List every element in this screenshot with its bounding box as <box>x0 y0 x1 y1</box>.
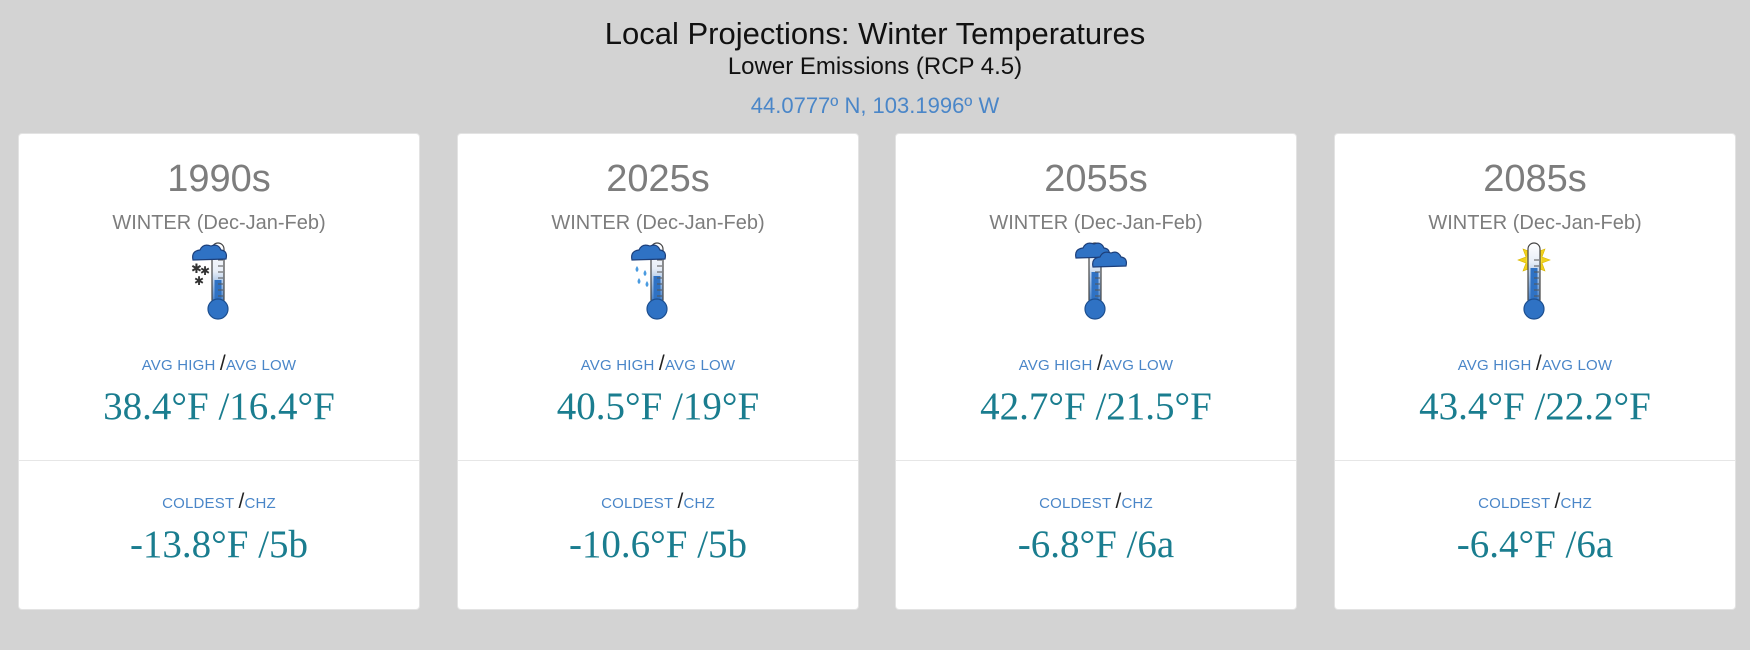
thermometer-cloud-rain-icon <box>608 240 708 320</box>
avg-temps-value: 42.7°F /21.5°F <box>980 385 1212 428</box>
page-subtitle: Lower Emissions (RCP 4.5) <box>727 53 1023 80</box>
separator: / <box>1096 352 1103 375</box>
avg-low-label: AVG LOW <box>1102 357 1174 374</box>
avg-labels: AVG HIGH /AVG LOW <box>1335 352 1735 376</box>
coldest-value: -10.6°F /5b <box>568 523 748 566</box>
chz-label: CHZ <box>683 495 715 512</box>
avg-labels: AVG HIGH /AVG LOW <box>896 352 1296 376</box>
card-divider <box>896 460 1296 461</box>
avg-high-label: AVG HIGH <box>1018 357 1093 374</box>
avg-high-label: AVG HIGH <box>1457 357 1532 374</box>
coldest-value: -6.4°F /6a <box>1456 523 1614 566</box>
avg-low-label: AVG LOW <box>1541 357 1613 374</box>
avg-labels: AVG HIGH /AVG LOW <box>19 352 419 376</box>
season-label: WINTER (Dec-Jan-Feb) <box>112 212 326 234</box>
projection-card-2025s: 2025s WINTER (Dec-Jan-Feb) <box>457 133 859 610</box>
coldest-labels: COLDEST /CHZ <box>1335 490 1735 514</box>
separator: / <box>219 352 226 375</box>
svg-text:✱: ✱ <box>194 274 204 288</box>
avg-high-label: AVG HIGH <box>580 357 655 374</box>
coldest-label: COLDEST <box>1039 495 1112 512</box>
projection-cards: 1990s WINTER (Dec-Jan-Feb) <box>18 133 1736 610</box>
avg-temps-value: 43.4°F /22.2°F <box>1419 385 1651 428</box>
coldest-labels: COLDEST /CHZ <box>19 490 419 514</box>
separator: / <box>1535 352 1542 375</box>
season-label: WINTER (Dec-Jan-Feb) <box>989 212 1203 234</box>
svg-text:✱: ✱ <box>191 262 202 277</box>
thermometer-sun-icon <box>1485 240 1585 320</box>
avg-low-label: AVG LOW <box>225 357 297 374</box>
coldest-labels: COLDEST /CHZ <box>896 490 1296 514</box>
chz-label: CHZ <box>1121 495 1153 512</box>
projection-card-2085s: 2085s WINTER (Dec-Jan-Feb) <box>1334 133 1736 610</box>
coldest-label: COLDEST <box>601 495 674 512</box>
separator: / <box>238 490 245 513</box>
avg-high-label: AVG HIGH <box>141 357 216 374</box>
coldest-labels: COLDEST /CHZ <box>458 490 858 514</box>
chz-label: CHZ <box>1560 495 1592 512</box>
coldest-value: -6.8°F /6a <box>1017 523 1175 566</box>
thermometer-clouds-icon <box>1046 240 1146 320</box>
decade-title: 2085s <box>1483 158 1587 200</box>
avg-low-label: AVG LOW <box>664 357 736 374</box>
card-divider <box>1335 460 1735 461</box>
coldest-label: COLDEST <box>162 495 235 512</box>
decade-title: 2025s <box>606 158 710 200</box>
decade-title: 2055s <box>1044 158 1148 200</box>
chz-label: CHZ <box>244 495 276 512</box>
separator: / <box>1115 490 1122 513</box>
avg-labels: AVG HIGH /AVG LOW <box>458 352 858 376</box>
season-label: WINTER (Dec-Jan-Feb) <box>551 212 765 234</box>
coldest-value: -13.8°F /5b <box>129 523 309 566</box>
season-label: WINTER (Dec-Jan-Feb) <box>1428 212 1642 234</box>
projection-card-2055s: 2055s WINTER (Dec-Jan-Feb) <box>895 133 1297 610</box>
page-title: Local Projections: Winter Temperatures <box>604 16 1146 51</box>
location-coordinates: 44.0777º N, 103.1996º W <box>750 93 1000 118</box>
thermometer-cloud-snow-icon: ✱ ✱ ✱ <box>169 240 269 320</box>
projection-card-1990s: 1990s WINTER (Dec-Jan-Feb) <box>18 133 420 610</box>
coldest-label: COLDEST <box>1478 495 1551 512</box>
separator: / <box>658 352 665 375</box>
card-divider <box>458 460 858 461</box>
avg-temps-value: 38.4°F /16.4°F <box>103 385 335 428</box>
decade-title: 1990s <box>167 158 271 200</box>
avg-temps-value: 40.5°F /19°F <box>556 385 760 428</box>
svg-text:✱: ✱ <box>200 264 210 278</box>
card-divider <box>19 460 419 461</box>
separator: / <box>677 490 684 513</box>
separator: / <box>1554 490 1561 513</box>
